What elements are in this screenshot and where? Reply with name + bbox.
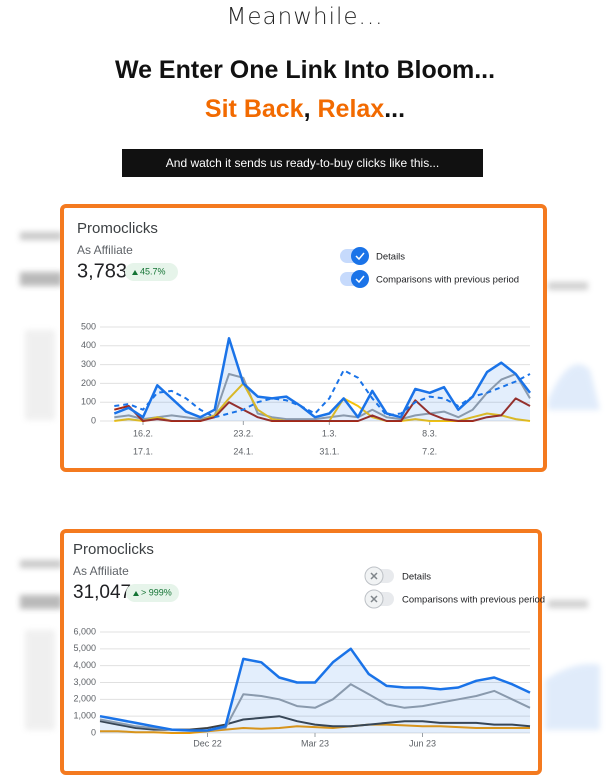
subline-part: Relax xyxy=(317,95,385,123)
banner: And watch it sends us ready-to-buy click… xyxy=(122,149,483,177)
panel-total: 3,783 xyxy=(77,260,127,282)
x-tick-label: 7.2. xyxy=(422,446,437,456)
y-tick-label: 400 xyxy=(81,340,96,350)
blurred-background xyxy=(20,232,600,730)
line xyxy=(114,397,531,422)
check-icon xyxy=(355,275,365,284)
x-tick-label: 23.2. xyxy=(233,428,253,438)
toggle-knob[interactable] xyxy=(351,247,369,265)
cross-icon xyxy=(370,572,378,580)
panel-title: Promoclicks xyxy=(73,541,154,558)
line xyxy=(113,337,531,419)
line xyxy=(99,647,531,732)
panel-label: As Affiliate xyxy=(73,564,129,578)
x-tick-label: 1.3. xyxy=(322,428,337,438)
y-tick-label: 200 xyxy=(81,378,96,388)
subline: Sit Back, Relax... xyxy=(0,95,610,124)
change-badge xyxy=(126,584,179,602)
x-tick-label: Mar 23 xyxy=(301,738,329,748)
change-value: 45.7% xyxy=(140,266,166,276)
line xyxy=(114,369,531,419)
subline-part: , xyxy=(303,95,318,123)
x-tick-label: 31.1. xyxy=(319,446,339,456)
line xyxy=(100,723,530,734)
y-tick-label: 5,000 xyxy=(73,643,96,653)
subline-part: ... xyxy=(384,95,406,123)
subline-part: Sit Back xyxy=(204,95,304,123)
y-tick-label: 1,000 xyxy=(73,711,96,721)
change-badge xyxy=(125,263,178,281)
up-arrow xyxy=(133,591,139,596)
intro: Meanwhile... xyxy=(226,4,384,30)
toggle-label: Comparisons with previous period xyxy=(402,595,545,606)
y-tick-label: 4,000 xyxy=(73,660,96,670)
panel-title: Promoclicks xyxy=(77,220,158,237)
panel xyxy=(60,529,542,775)
toggle-knob[interactable] xyxy=(351,270,369,288)
x-tick-label: 24.1. xyxy=(233,446,253,456)
y-tick-label: 300 xyxy=(81,359,96,369)
panel-label: As Affiliate xyxy=(77,243,133,257)
toggle-label: Details xyxy=(402,572,431,583)
y-tick-label: 500 xyxy=(81,321,96,331)
y-tick-label: 0 xyxy=(91,415,96,425)
y-tick-label: 0 xyxy=(91,727,96,737)
line xyxy=(114,373,531,421)
up-arrow xyxy=(132,270,138,275)
x-tick-label: Dec 22 xyxy=(193,738,222,748)
x-tick-label: Jun 23 xyxy=(409,738,436,748)
cross-icon xyxy=(370,595,378,603)
y-tick-label: 100 xyxy=(81,397,96,407)
headline: We Enter One Link Into Bloom... xyxy=(114,56,496,84)
y-tick-label: 6,000 xyxy=(73,626,96,636)
toggle-label: Details xyxy=(376,252,405,263)
toggle-label: Comparisons with previous period xyxy=(376,275,519,286)
x-tick-label: 17.1. xyxy=(133,446,153,456)
y-tick-label: 3,000 xyxy=(73,677,96,687)
check-icon xyxy=(355,252,365,261)
y-tick-label: 2,000 xyxy=(73,694,96,704)
area xyxy=(100,648,530,733)
panel-total: 31,047 xyxy=(73,582,131,603)
change-value: > 999% xyxy=(141,587,172,597)
area xyxy=(114,338,531,421)
x-tick-label: 8.3. xyxy=(422,428,437,438)
x-tick-label: 16.2. xyxy=(133,428,153,438)
panel xyxy=(60,204,547,472)
